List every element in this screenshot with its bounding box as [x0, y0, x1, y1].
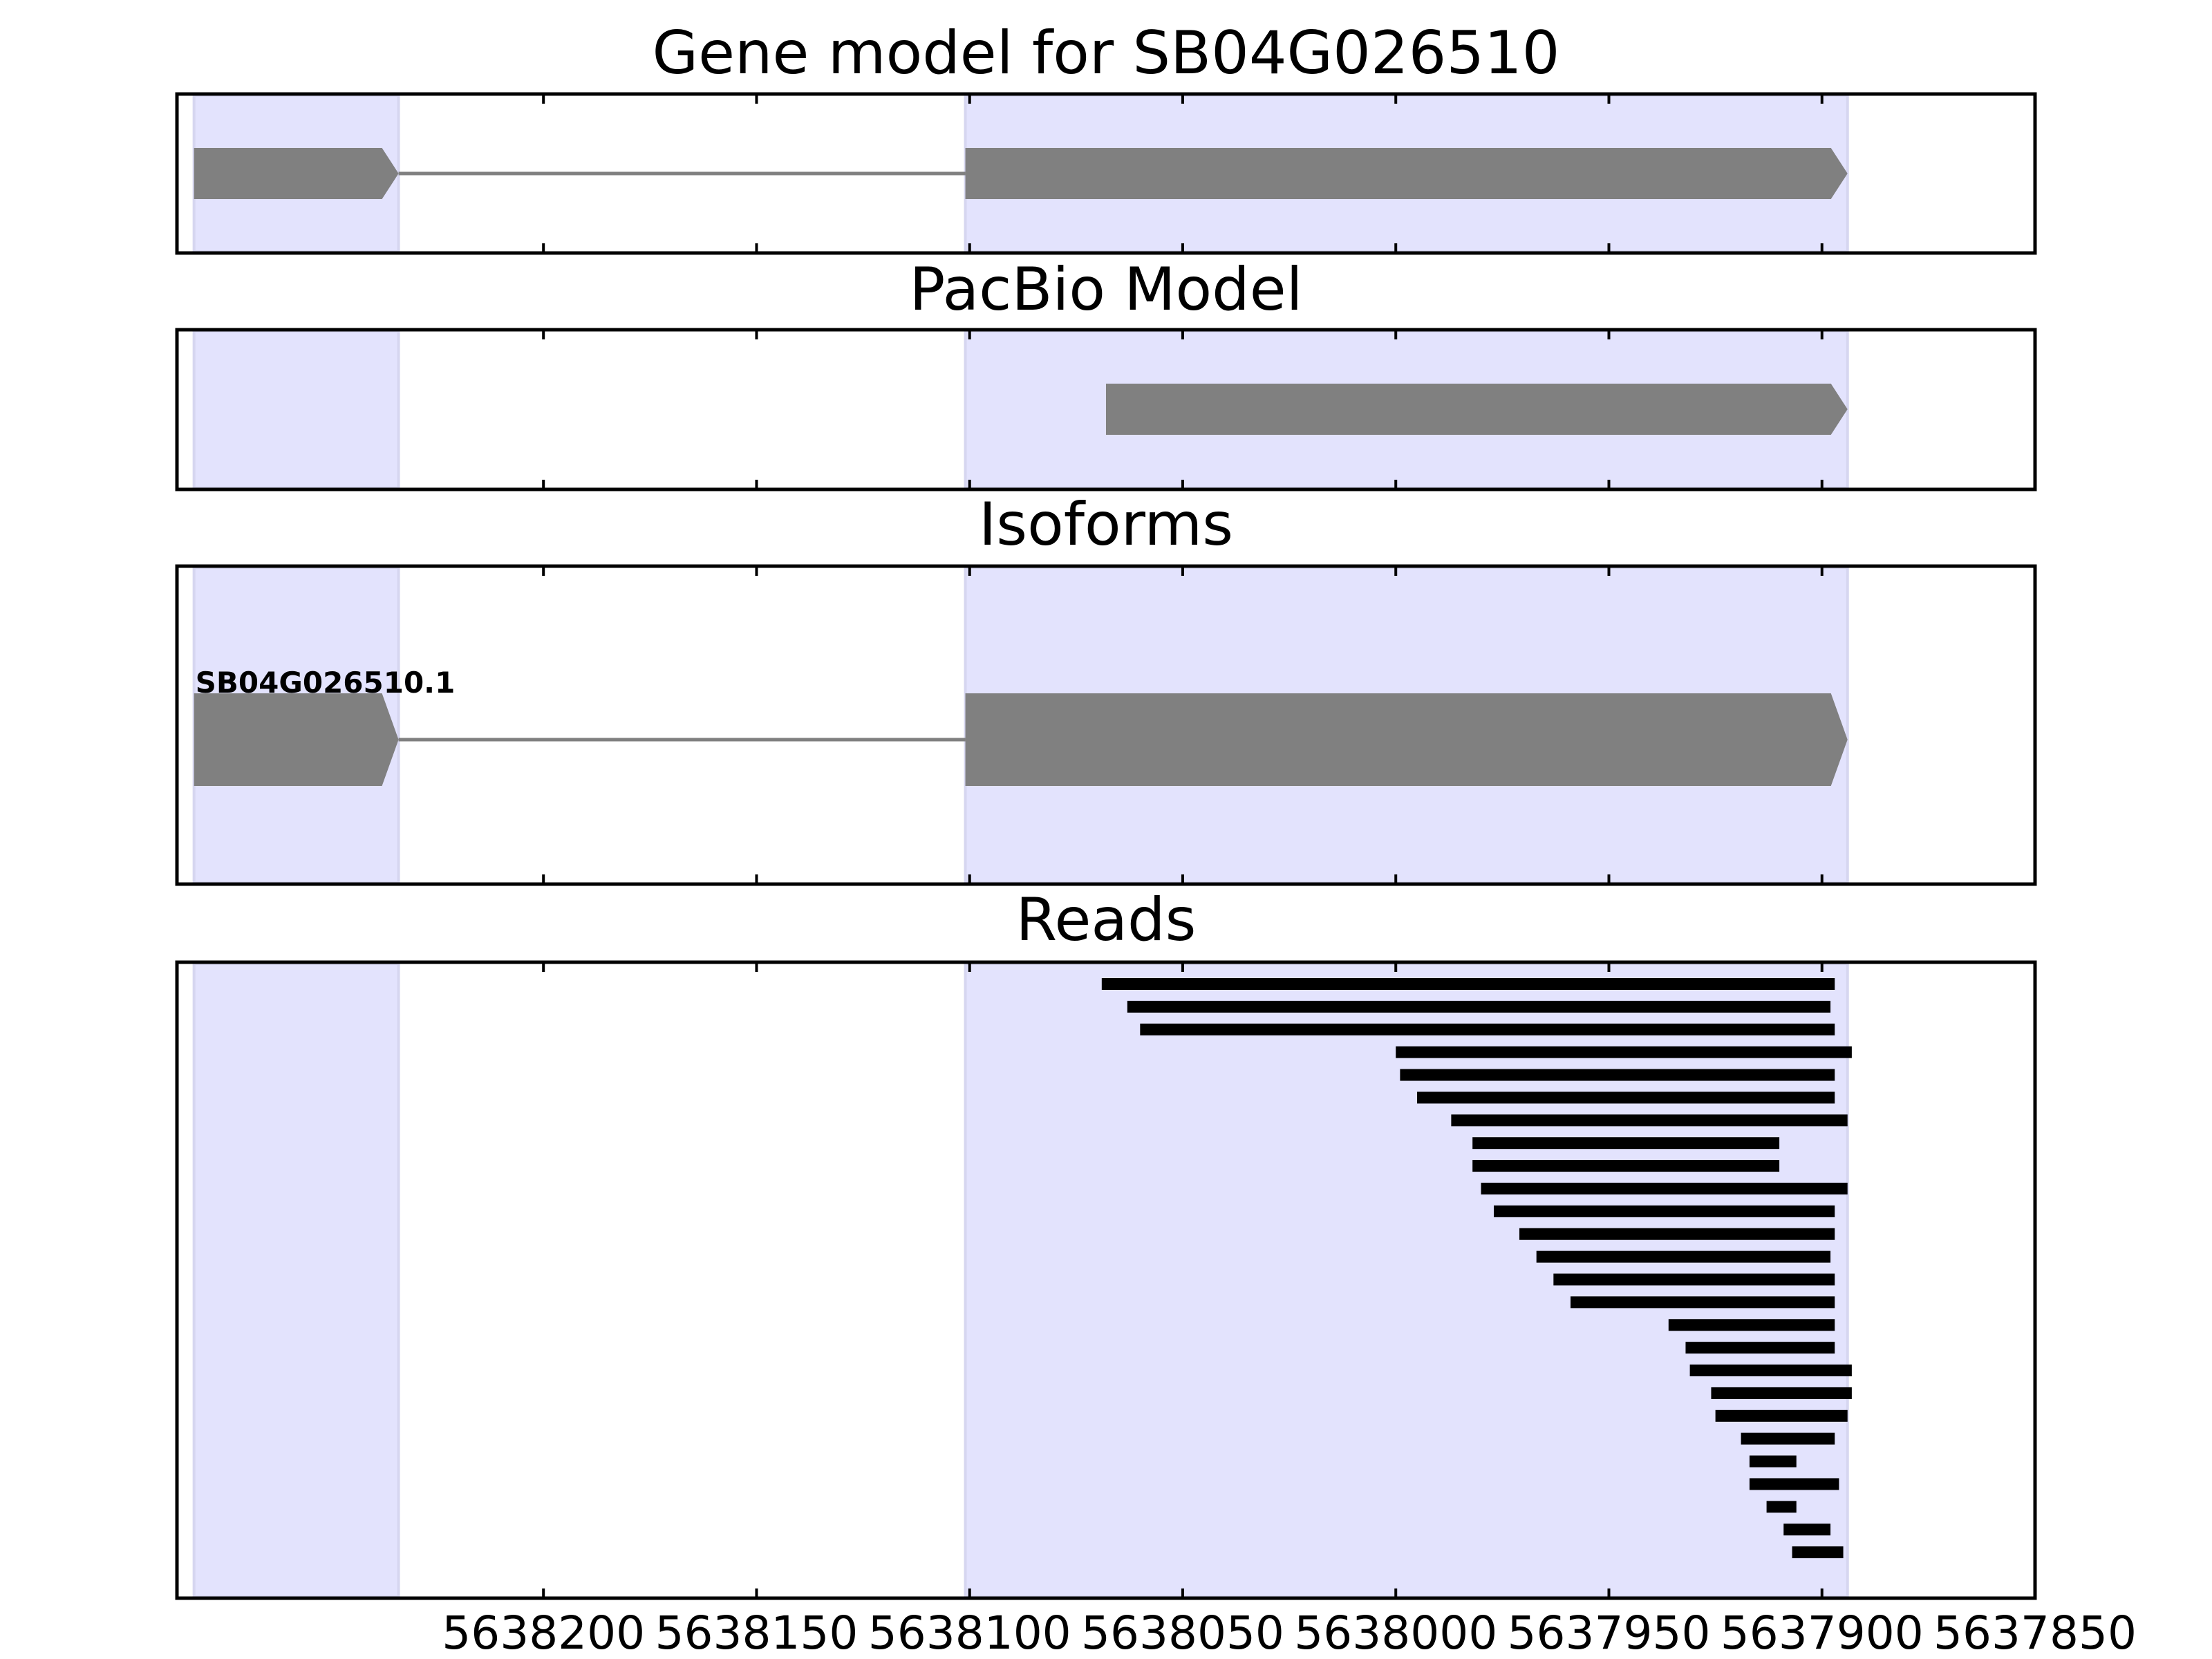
shaded-region — [192, 330, 400, 489]
panel-title: Isoforms — [979, 490, 1233, 559]
panel-gene-model: Gene model for SB04G026510 — [175, 19, 2037, 255]
read-bar — [1494, 1205, 1835, 1217]
read-bar — [1472, 1137, 1780, 1150]
read-bar — [1451, 1114, 1848, 1127]
panel-pacbio-model: PacBio Model — [175, 255, 2037, 491]
shaded-region — [192, 962, 400, 1598]
read-bar — [1741, 1432, 1835, 1445]
read-bar — [1766, 1501, 1797, 1513]
read-bar — [1783, 1524, 1831, 1536]
x-tick-label: 5638200 — [442, 1606, 645, 1659]
read-bar — [1715, 1409, 1848, 1422]
read-bar — [1472, 1160, 1780, 1172]
x-tick-label: 5637850 — [1933, 1606, 2137, 1659]
panel-reads: Reads — [175, 885, 2037, 1600]
read-bar — [1689, 1365, 1852, 1377]
x-axis-tick-labels: 5638200 5638150 5638100 5638050 5638000 56379… — [442, 1606, 2137, 1659]
read-bar — [1417, 1091, 1835, 1104]
panel-title: PacBio Model — [909, 255, 1302, 324]
panel-frame — [175, 328, 2037, 491]
x-tick-label: 5637950 — [1508, 1606, 1711, 1659]
read-bar — [1140, 1023, 1835, 1035]
read-bar — [1749, 1478, 1839, 1490]
panel-frame — [175, 92, 2037, 255]
read-bar — [1685, 1342, 1835, 1354]
panel-isoforms: Isoforms SB04G026510.1 — [175, 490, 2037, 886]
x-tick-label: 5638100 — [868, 1606, 1071, 1659]
panel-title: Reads — [1016, 885, 1197, 955]
exon-block — [194, 693, 399, 786]
read-bar — [1749, 1455, 1797, 1468]
x-tick-label: 5638000 — [1294, 1606, 1497, 1659]
x-tick-label: 5637900 — [1721, 1606, 1924, 1659]
panel-frame — [175, 960, 2037, 1600]
read-bar — [1553, 1273, 1835, 1286]
exon-block — [965, 148, 1848, 199]
read-bar — [1396, 1046, 1852, 1058]
x-tick-label: 5638050 — [1081, 1606, 1284, 1659]
read-bar — [1571, 1296, 1835, 1309]
read-bar — [1536, 1250, 1831, 1263]
read-bar — [1101, 978, 1835, 990]
panel-title: Gene model for SB04G026510 — [653, 19, 1560, 88]
read-bar — [1481, 1182, 1848, 1194]
panel-frame — [175, 564, 2037, 886]
exon-block — [1106, 384, 1848, 435]
read-bar — [1792, 1546, 1844, 1559]
read-bar — [1400, 1069, 1835, 1081]
exon-block — [965, 693, 1848, 786]
read-bar — [1127, 1000, 1831, 1013]
x-tick-label: 5638150 — [655, 1606, 858, 1659]
read-bar — [1711, 1387, 1852, 1399]
read-bar — [1519, 1228, 1835, 1240]
read-bar — [1668, 1319, 1835, 1331]
exon-block — [194, 148, 399, 199]
